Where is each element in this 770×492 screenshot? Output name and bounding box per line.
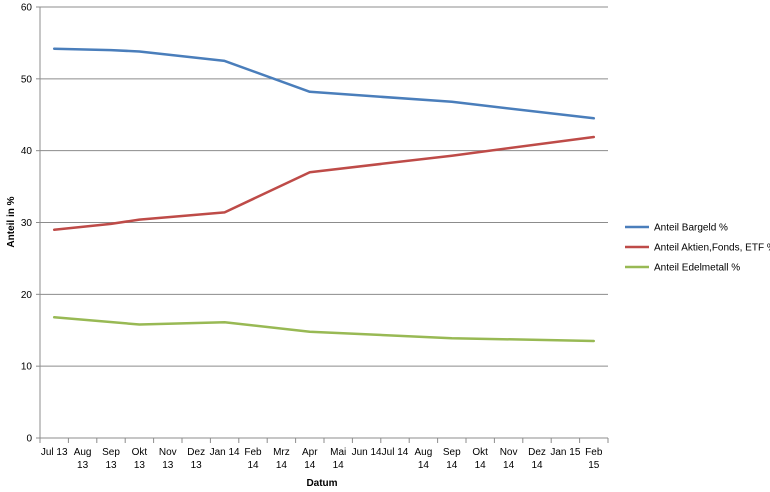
x-axis-title: Datum [306, 478, 337, 489]
y-axis-title: Anteil in % [6, 196, 17, 247]
x-tick-label: Apr 14 [302, 447, 318, 471]
x-tick-label: Jul 14 [382, 447, 409, 458]
legend-label: Anteil Bargeld % [654, 223, 728, 234]
x-tick-label: Jan 15 [550, 447, 580, 458]
y-tick-label: 20 [21, 290, 33, 301]
x-axis: Jul 13 Aug 13 Sep 13 Okt 13 Nov 13 Dez 13 Jan 14 Feb… [36, 6, 609, 471]
series-line-1 [52, 47, 596, 120]
legend-label: Anteil Aktien,Fonds, ETF % [654, 243, 770, 254]
x-tick-label: Jun 14 [352, 447, 382, 458]
y-tick-label: 0 [26, 434, 32, 445]
x-tick-label: Okt 13 [132, 447, 148, 471]
x-tick-label: Nov 13 [159, 447, 177, 471]
y-tick-label: 10 [21, 362, 33, 373]
x-tick-label: Sep 13 [102, 447, 120, 471]
legend: Anteil Bargeld % Anteil Aktien,Fonds, ETF… [625, 223, 770, 274]
x-tick-label: Dez 13 [187, 447, 205, 471]
x-tick-label: Aug 14 [415, 447, 433, 471]
x-tick-label: Feb 14 [244, 447, 262, 471]
y-tick-label: 40 [21, 146, 33, 157]
x-tick-label: Mai 14 [330, 447, 346, 471]
gridlines [40, 6, 608, 367]
x-tick-label: Okt 14 [472, 447, 488, 471]
legend-label: Anteil Edelmetall % [654, 263, 740, 274]
x-tick-label: Feb 15 [585, 447, 603, 471]
x-tick-label: Sep 14 [443, 447, 461, 471]
series-line-3 [52, 316, 596, 343]
x-tick-label: Jan 14 [210, 447, 240, 458]
y-axis-ticks: 0 10 20 30 40 50 60 [21, 3, 33, 445]
x-tick-label: Nov 14 [500, 447, 518, 471]
y-tick-label: 50 [21, 74, 33, 85]
x-tick-label: Aug 13 [74, 447, 92, 471]
x-tick-label: Jul 13 [41, 447, 68, 458]
x-tick-label: Dez 14 [528, 447, 546, 471]
y-tick-label: 30 [21, 218, 33, 229]
series-line-2 [52, 135, 596, 231]
series-lines [52, 47, 596, 343]
x-tick-label: Mrz 14 [273, 447, 290, 471]
y-tick-label: 60 [21, 3, 33, 14]
